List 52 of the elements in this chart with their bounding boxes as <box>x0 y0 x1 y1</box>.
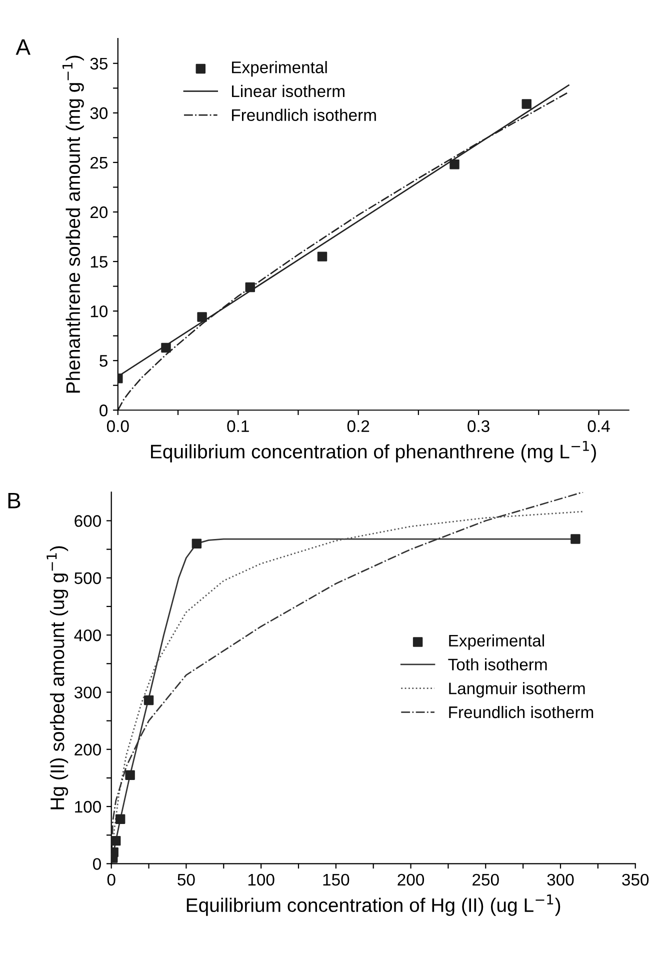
x-tick-label: 250 <box>472 874 499 886</box>
x-tick-label: 0.4 <box>588 420 610 432</box>
point <box>522 99 532 109</box>
point <box>192 538 202 548</box>
point <box>245 282 255 292</box>
y-tick-label: 20 <box>90 206 108 218</box>
point <box>111 836 121 846</box>
x-tick-label: 0.1 <box>227 420 249 432</box>
x-tick-label: 200 <box>398 874 424 886</box>
x-tick-label: 50 <box>178 874 195 886</box>
x-tick-label: 100 <box>248 874 274 886</box>
point <box>161 342 171 353</box>
y-tick-label: 10 <box>90 305 108 318</box>
legend-label: Freundlich isotherm <box>232 108 376 122</box>
y-tick-label: 25 <box>90 156 108 169</box>
y-tick-label: 35 <box>90 58 108 70</box>
x-axis-title: Equilibrium concentration of Hg (II) (ug L$^{−1}$) <box>186 894 560 916</box>
y-axis-title: Hg (II) sorbed amount (ug g$^{−1}$) <box>46 546 68 810</box>
y-tick-label: 15 <box>90 256 108 268</box>
x-tick-label: 0.3 <box>468 420 490 432</box>
y-tick-label: 0 <box>100 404 108 416</box>
legend-label: Freundlich isotherm <box>449 706 594 718</box>
point <box>115 814 126 824</box>
x-tick-label: 350 <box>622 874 649 886</box>
y-tick-label: 200 <box>74 744 101 756</box>
y-tick-label: 5 <box>100 355 108 367</box>
x-tick-label: 0.0 <box>106 420 129 432</box>
y-tick-label: 600 <box>74 515 101 527</box>
text: A <box>16 39 30 55</box>
point <box>144 695 154 706</box>
y-tick-label: 500 <box>74 572 101 584</box>
text: B <box>8 492 20 508</box>
point <box>125 770 135 780</box>
legend-label: Toth isotherm <box>448 658 547 670</box>
point <box>570 534 580 544</box>
point <box>317 252 328 262</box>
point <box>450 160 460 170</box>
legend-label: Experimental <box>232 61 327 77</box>
y-tick-label: 0 <box>93 858 101 870</box>
x-tick-label: 0.2 <box>347 420 370 432</box>
y-tick-label: 100 <box>75 800 101 813</box>
y-tick-label: 400 <box>74 629 101 642</box>
y-tick-label: 30 <box>90 107 108 120</box>
y-axis-title: Phenanthrene sorbed amount (mg g$^{−1}$) <box>62 56 84 393</box>
x-axis-title: Equilibrium concentration of phenanthrene (mg L$^{−1}$) <box>151 440 596 462</box>
x-tick-label: 150 <box>323 874 350 886</box>
y-tick-label: 300 <box>74 686 101 698</box>
point <box>197 312 207 322</box>
legend-label: Linear isotherm <box>232 84 344 98</box>
x-tick-label: 300 <box>547 874 574 886</box>
legend-label: Experimental <box>449 634 544 650</box>
legend-label: Langmuir isotherm <box>449 682 585 698</box>
